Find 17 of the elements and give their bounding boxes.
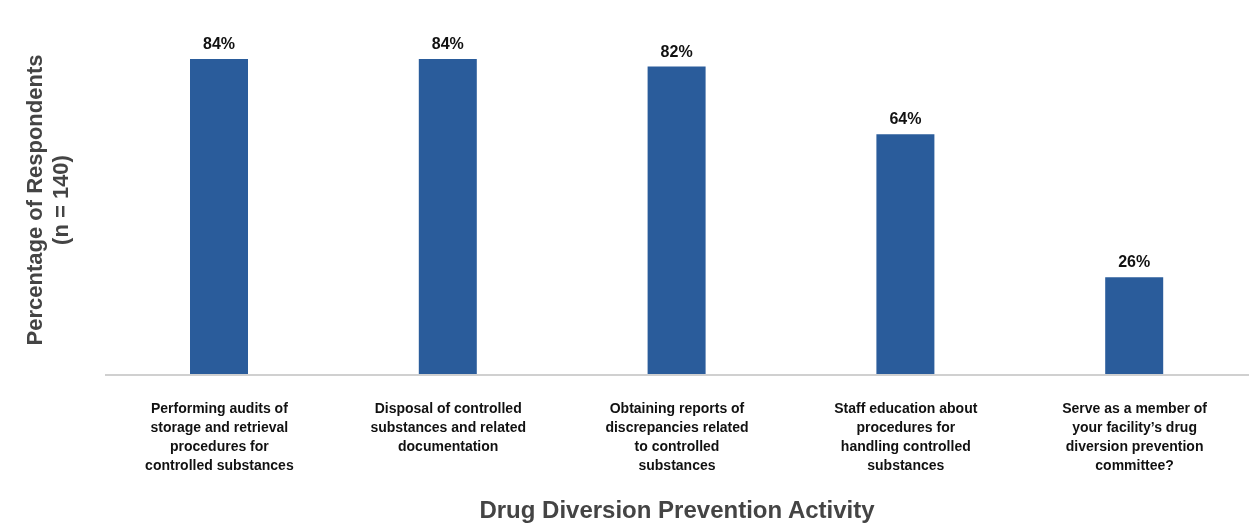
data-label: 84% xyxy=(431,35,464,52)
data-label: 84% xyxy=(202,35,236,52)
data-label: 64% xyxy=(889,110,922,128)
data-label: 82% xyxy=(660,42,693,60)
x-tick-label: Disposal of controlled substances and related documentation xyxy=(370,400,527,454)
x-tick-label: Serve as a member of your facility’s drug diversion prevention committee? xyxy=(1062,400,1208,473)
x-tick-label: Staff education about procedures for handling controlled substances xyxy=(834,400,978,473)
x-tick-label: Obtaining reports of discrepancies related to controlled substances xyxy=(605,400,749,473)
bar xyxy=(1105,277,1164,375)
x-axis-title: Drug Diversion Prevention Activity xyxy=(479,496,876,523)
x-tick-label: Performing audits of storage and retrieval procedures for controlled substances xyxy=(145,400,294,473)
bar xyxy=(647,66,706,375)
bar xyxy=(190,59,248,375)
y-axis-title: Percentage of Respondents (n = 140) xyxy=(22,54,73,346)
bar xyxy=(876,134,935,375)
data-label: 26% xyxy=(1118,253,1151,271)
bar xyxy=(418,59,477,375)
